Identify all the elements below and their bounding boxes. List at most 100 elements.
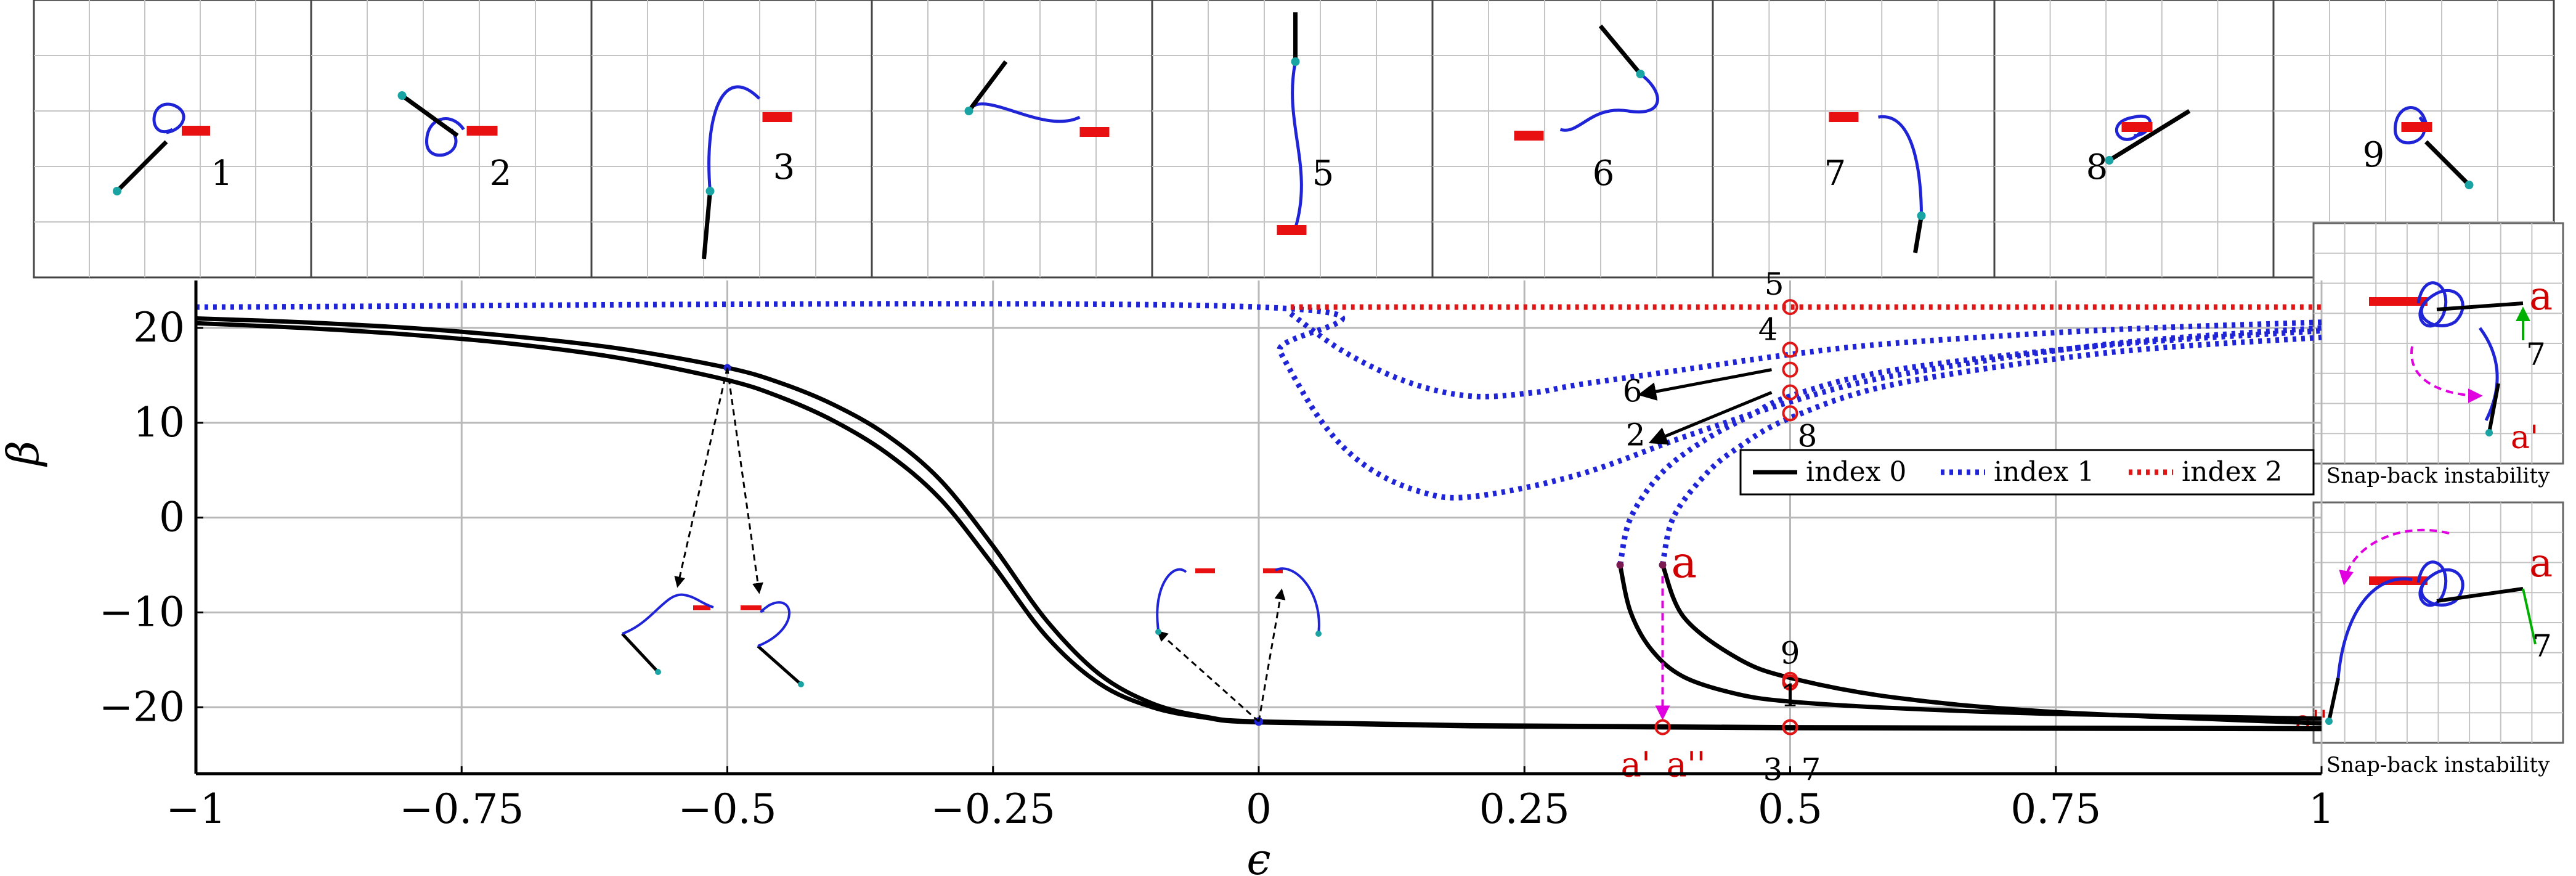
fold-point-a bbox=[1659, 561, 1667, 569]
inset-elastic-rod bbox=[425, 117, 465, 157]
inset-number-7: 7 bbox=[1824, 154, 1847, 194]
inset-rigid-rod bbox=[2487, 383, 2500, 433]
inset-rigid-rod bbox=[2327, 677, 2340, 722]
inset-elastic-rod bbox=[2336, 577, 2413, 679]
inset-number-3: 3 bbox=[773, 147, 795, 187]
right-insets: a7a'a7a''Snap-back instabilitySnap-back … bbox=[2295, 222, 2564, 777]
x-tick-label: 0.25 bbox=[1479, 785, 1570, 833]
right-inset-top: a 7 a' bbox=[2312, 222, 2564, 465]
y-tick-label: 20 bbox=[133, 304, 185, 351]
y-tick-label: 10 bbox=[133, 399, 185, 446]
inset-rigid-rod bbox=[400, 94, 459, 137]
inset-frame bbox=[1712, 0, 1996, 279]
inset-rigid-rod bbox=[2436, 301, 2524, 311]
inset-rod-end bbox=[2105, 156, 2114, 165]
inset-number-1: 1 bbox=[211, 154, 233, 194]
inset-elastic-rod bbox=[1559, 73, 1659, 132]
inset-number-6: 6 bbox=[1593, 154, 1615, 194]
legend: index 0 index 1 index 2 bbox=[1739, 449, 2315, 496]
inset-clamp bbox=[762, 112, 792, 122]
clamp-bar bbox=[1195, 568, 1215, 573]
inset-number-9: 9 bbox=[2363, 135, 2385, 175]
clamp-bar bbox=[693, 605, 710, 610]
inset-rigid-rod bbox=[2108, 109, 2191, 162]
inset-panel-6: 6 bbox=[1431, 0, 1714, 279]
x-axis-label: ϵ bbox=[1246, 834, 1270, 876]
x-tick-label: −0.5 bbox=[678, 785, 776, 833]
state-label-9: 9 bbox=[1781, 636, 1800, 671]
inset-frame bbox=[590, 0, 873, 279]
x-tick-label: 0 bbox=[1246, 785, 1272, 833]
right-inset-label-7: 7 bbox=[2526, 337, 2546, 372]
label-a-prime: a' bbox=[1621, 745, 1651, 785]
axes bbox=[194, 280, 2323, 776]
legend-label-0: index 0 bbox=[1806, 456, 1906, 488]
rod-end bbox=[1155, 629, 1161, 635]
state-label-1: 1 bbox=[1781, 677, 1800, 713]
right-inset-label-a-prime: a' bbox=[2511, 419, 2538, 456]
rigid-rod bbox=[621, 632, 659, 673]
right-inset-caption-bottom: Snap-back instability bbox=[2326, 753, 2550, 777]
series-index-1-curve bbox=[1617, 328, 2322, 566]
inset-clamp bbox=[466, 126, 498, 136]
x-tick-label: 0.5 bbox=[1758, 785, 1822, 833]
y-tick-label: −10 bbox=[99, 588, 185, 636]
dashed-arrow bbox=[726, 367, 763, 594]
series-index-1-curve bbox=[1660, 334, 2322, 566]
inset-elastic-rod bbox=[2416, 281, 2464, 328]
arrow-to-6 bbox=[1638, 368, 1772, 401]
clamp-bar bbox=[741, 605, 762, 610]
inset-rod-end bbox=[113, 187, 121, 195]
rigid-rod bbox=[757, 645, 802, 686]
inset-panel-3: 3 bbox=[590, 0, 873, 279]
clamp-bar bbox=[1263, 568, 1283, 573]
inset-panel-5: 5 bbox=[1151, 0, 1434, 279]
dashed-arrow bbox=[674, 367, 728, 588]
state-marker-6 bbox=[1782, 361, 1798, 378]
inset-frame bbox=[33, 0, 312, 279]
series-index-1-curve bbox=[1289, 311, 2322, 399]
state-marker-7 bbox=[1782, 719, 1798, 735]
inset-elastic-rod bbox=[707, 85, 761, 192]
series-layer bbox=[195, 301, 2322, 732]
inset-clamp bbox=[1829, 112, 1859, 122]
inset-rigid-rod bbox=[1913, 215, 1924, 253]
y-tick-label: 0 bbox=[159, 494, 185, 541]
marker-a-prime bbox=[1654, 719, 1671, 735]
inset-rod-end bbox=[1917, 211, 1926, 220]
inset-rod-end bbox=[1291, 57, 1300, 66]
state-label-6: 6 bbox=[1623, 374, 1643, 409]
elastic-rod bbox=[622, 593, 714, 635]
inset-clamp bbox=[1079, 127, 1110, 137]
state-marker-4 bbox=[1782, 342, 1798, 358]
series-index-0-curve bbox=[1618, 564, 2322, 721]
right-inset-label-7: 7 bbox=[2532, 628, 2552, 664]
inset-number-8: 8 bbox=[2086, 147, 2108, 187]
state-label-7: 7 bbox=[1802, 752, 1821, 788]
right-inset-label-a: a bbox=[2529, 541, 2553, 586]
inset-panel-8: 8 bbox=[1993, 0, 2275, 279]
rod-end bbox=[655, 669, 661, 675]
y-axis-label: β bbox=[0, 441, 49, 467]
inset-panel-2: 2 bbox=[310, 0, 593, 279]
inset-frame bbox=[1431, 0, 1714, 279]
inset-rigid-rod bbox=[967, 60, 1008, 113]
state-marker-8 bbox=[1782, 405, 1798, 422]
dashed-arrow bbox=[1258, 588, 1286, 722]
inset-number-2: 2 bbox=[490, 154, 512, 194]
legend-label-2: index 2 bbox=[2182, 456, 2282, 488]
inset-clamp bbox=[1277, 225, 1307, 235]
x-tick-label: 0.75 bbox=[2010, 785, 2101, 833]
state-label-8: 8 bbox=[1798, 418, 1818, 454]
x-tick-label: −1 bbox=[166, 785, 226, 833]
top-insets-row: 1 2 3 4 5 6 7 8 9 bbox=[33, 0, 2555, 279]
marker-layer: 5 4 6 2 8 9 1 3 7 bbox=[1623, 266, 1821, 788]
magenta-arrow bbox=[2339, 528, 2450, 586]
inset-rod-end bbox=[705, 187, 715, 195]
legend-label-1: index 1 bbox=[1994, 456, 2094, 488]
inset-elastic-rod bbox=[152, 102, 185, 134]
inset-frame bbox=[871, 0, 1153, 279]
inset-rod-end bbox=[397, 91, 407, 100]
inset-frame bbox=[1151, 0, 1434, 279]
